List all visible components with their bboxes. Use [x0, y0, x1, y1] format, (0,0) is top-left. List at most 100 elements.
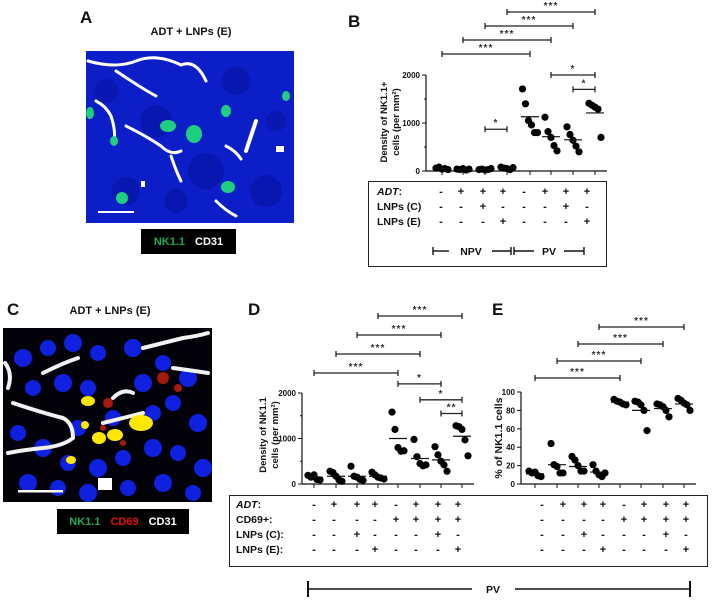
y-tick-label: 1000 [278, 435, 296, 444]
legend-cd31: CD31 [148, 515, 177, 528]
condition-sign: - [543, 216, 547, 228]
data-point [541, 113, 549, 121]
condition-sign: - [585, 201, 589, 213]
data-point [643, 427, 651, 435]
scale-bar [98, 211, 134, 213]
condition-sign: - [540, 544, 544, 556]
condition-sign: + [583, 216, 591, 228]
group-brackets: NPV PV [432, 246, 585, 258]
data-point [575, 148, 583, 156]
condition-sign: + [541, 186, 549, 198]
condition-sign: - [522, 216, 526, 228]
significance-label: *** [349, 362, 364, 373]
data-point [574, 462, 582, 470]
data-point [662, 406, 670, 414]
significance-label: *** [522, 15, 537, 26]
significance-label: *** [613, 333, 628, 344]
data-point [683, 401, 691, 409]
y-tick-label: 2000 [402, 71, 420, 80]
condition-sign: - [394, 499, 398, 511]
legend-nk11: NK1.1 [153, 235, 186, 248]
data-point [550, 141, 558, 150]
data-point [572, 142, 580, 150]
data-point [487, 165, 495, 173]
condition-sign: - [540, 514, 544, 526]
condition-sign: - [582, 514, 586, 526]
data-point [601, 469, 609, 477]
significance-label: * [571, 64, 576, 75]
condition-sign: + [662, 529, 670, 541]
condition-label: ADT: [236, 499, 262, 511]
panel-c-title: ADT + LNPs (E) [69, 305, 151, 317]
condition-sign: - [543, 201, 547, 213]
panel-de-conditions-table: ADT: - + + + - + + + - + + + - + + + CD69+: - - - - + + + + - - - - + +… [229, 495, 708, 567]
legend-nk11: NK1.1 [69, 515, 101, 528]
condition-sign: + [682, 499, 690, 511]
panel-d-letter: D [248, 300, 261, 319]
data-point [410, 435, 418, 444]
y-axis-label: cells (per mm²) [270, 401, 281, 469]
panel-c-letter: C [7, 300, 20, 319]
condition-sign: + [457, 186, 465, 198]
condition-sign: - [642, 544, 646, 556]
condition-sign: - [561, 544, 565, 556]
panel-b-letter: B [348, 12, 361, 31]
condition-sign: - [622, 544, 626, 556]
data-point [388, 408, 396, 416]
condition-sign: - [459, 201, 463, 213]
condition-sign: - [394, 544, 398, 556]
y-tick-label: 40 [506, 443, 515, 452]
condition-sign: - [373, 529, 377, 541]
condition-sign: + [371, 499, 379, 511]
condition-sign: - [540, 499, 544, 511]
data-point [527, 121, 536, 129]
y-axis-label: % of NK1.1 cells [493, 397, 505, 478]
condition-sign: + [682, 514, 690, 526]
condition-sign: + [412, 499, 420, 511]
condition-label: LNPs (C): [236, 529, 284, 541]
significance-label: *** [413, 305, 428, 316]
condition-sign: + [371, 544, 379, 556]
condition-sign: + [454, 499, 462, 511]
data-point [521, 100, 530, 108]
data-point [537, 473, 545, 481]
condition-sign: + [330, 499, 338, 511]
data-point [464, 452, 472, 460]
condition-sign: + [640, 514, 648, 526]
significance-label: *** [570, 367, 585, 378]
condition-sign: - [459, 216, 463, 228]
pv-group-label: PV [542, 246, 556, 258]
legend-cd31: CD31 [195, 235, 224, 248]
condition-sign: + [583, 186, 591, 198]
significance-label: *** [392, 324, 407, 335]
condition-sign: - [622, 499, 626, 511]
condition-sign: + [434, 499, 442, 511]
condition-sign: + [479, 186, 487, 198]
panel-a-micrograph [86, 51, 294, 223]
data-point [571, 456, 579, 464]
condition-sign: - [355, 544, 359, 556]
panel-a-title: ADT + LNPs (E) [150, 26, 232, 38]
data-point [380, 475, 388, 483]
data-point [533, 129, 542, 137]
condition-sign: - [601, 514, 605, 526]
data-point [391, 425, 399, 433]
condition-sign: + [479, 201, 487, 213]
condition-sign: - [561, 514, 565, 526]
condition-sign: + [353, 529, 361, 541]
condition-sign: + [559, 499, 567, 511]
condition-sign: + [620, 514, 628, 526]
data-point [440, 461, 448, 469]
data-point [594, 105, 602, 113]
significance-label: * [494, 118, 499, 129]
condition-sign: - [394, 529, 398, 541]
condition-sign: - [522, 201, 526, 213]
data-point [359, 476, 367, 484]
condition-sign: - [561, 529, 565, 541]
condition-sign: - [414, 529, 418, 541]
significance-label: *** [479, 43, 494, 54]
pv-group-bracket: PV [307, 581, 691, 597]
y-tick-label: 20 [506, 462, 515, 471]
condition-sign: - [501, 201, 505, 213]
condition-sign: - [332, 514, 336, 526]
